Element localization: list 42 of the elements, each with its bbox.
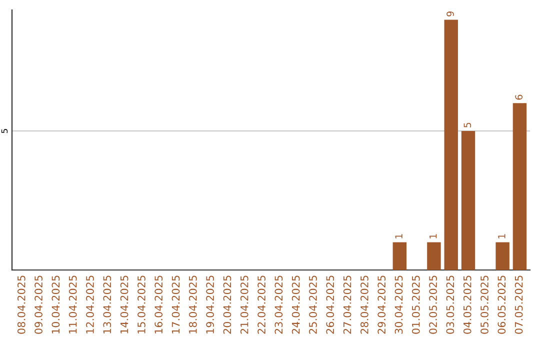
x-tick-label: 27.04.2025 xyxy=(343,276,352,334)
x-tick-label: 11.04.2025 xyxy=(68,276,77,334)
x-tick-label: 26.04.2025 xyxy=(326,276,334,334)
x-tick-label: 12.04.2025 xyxy=(86,276,94,334)
bar xyxy=(444,20,458,270)
data-label: 1 xyxy=(498,234,506,238)
bar xyxy=(496,242,510,270)
x-tick-label: 22.04.2025 xyxy=(258,276,266,334)
x-tick-label: 29.04.2025 xyxy=(378,276,386,334)
x-tick-label: 14.04.2025 xyxy=(120,276,128,334)
data-label: 5 xyxy=(464,122,472,128)
x-tick-label: 06.05.2025 xyxy=(498,276,506,334)
x-tick-label: 02.05.2025 xyxy=(429,276,437,334)
x-tick-label: 30.04.2025 xyxy=(394,276,403,334)
x-tick-label: 21.04.2025 xyxy=(240,276,248,334)
data-label: 9 xyxy=(446,11,454,16)
x-tick-label: 17.04.2025 xyxy=(172,276,180,334)
x-tick-label: 18.04.2025 xyxy=(188,276,197,334)
x-tick-label: 16.04.2025 xyxy=(154,276,163,334)
x-tick-label: 13.04.2025 xyxy=(103,276,112,334)
data-label: 1 xyxy=(430,234,437,238)
x-tick-label: 01.05.2025 xyxy=(412,276,420,334)
x-tick-label: 10.04.2025 xyxy=(52,276,60,334)
bar xyxy=(427,242,441,270)
x-tick-label: 28.04.2025 xyxy=(360,276,368,334)
x-tick-label: 24.04.2025 xyxy=(292,276,300,334)
bar xyxy=(392,242,407,270)
x-tick-label: 03.05.2025 xyxy=(446,276,454,334)
x-tick-label: 05.05.2025 xyxy=(480,276,488,334)
x-tick-label: 20.04.2025 xyxy=(223,276,232,334)
bar xyxy=(461,130,476,270)
x-tick-label: 08.04.2025 xyxy=(17,276,26,334)
data-label: 6 xyxy=(515,94,523,100)
bar xyxy=(512,103,527,270)
x-tick-label: 19.04.2025 xyxy=(206,276,214,334)
data-label: 1 xyxy=(395,234,402,238)
x-tick-label: 09.04.2025 xyxy=(34,276,42,334)
x-tick-label: 04.05.2025 xyxy=(463,276,472,334)
x-tick-label: 15.04.2025 xyxy=(138,276,146,334)
x-tick-label: 07.05.2025 xyxy=(514,276,523,334)
x-tick-label: 25.04.2025 xyxy=(309,276,317,334)
x-tick-label: 23.04.2025 xyxy=(274,276,283,334)
